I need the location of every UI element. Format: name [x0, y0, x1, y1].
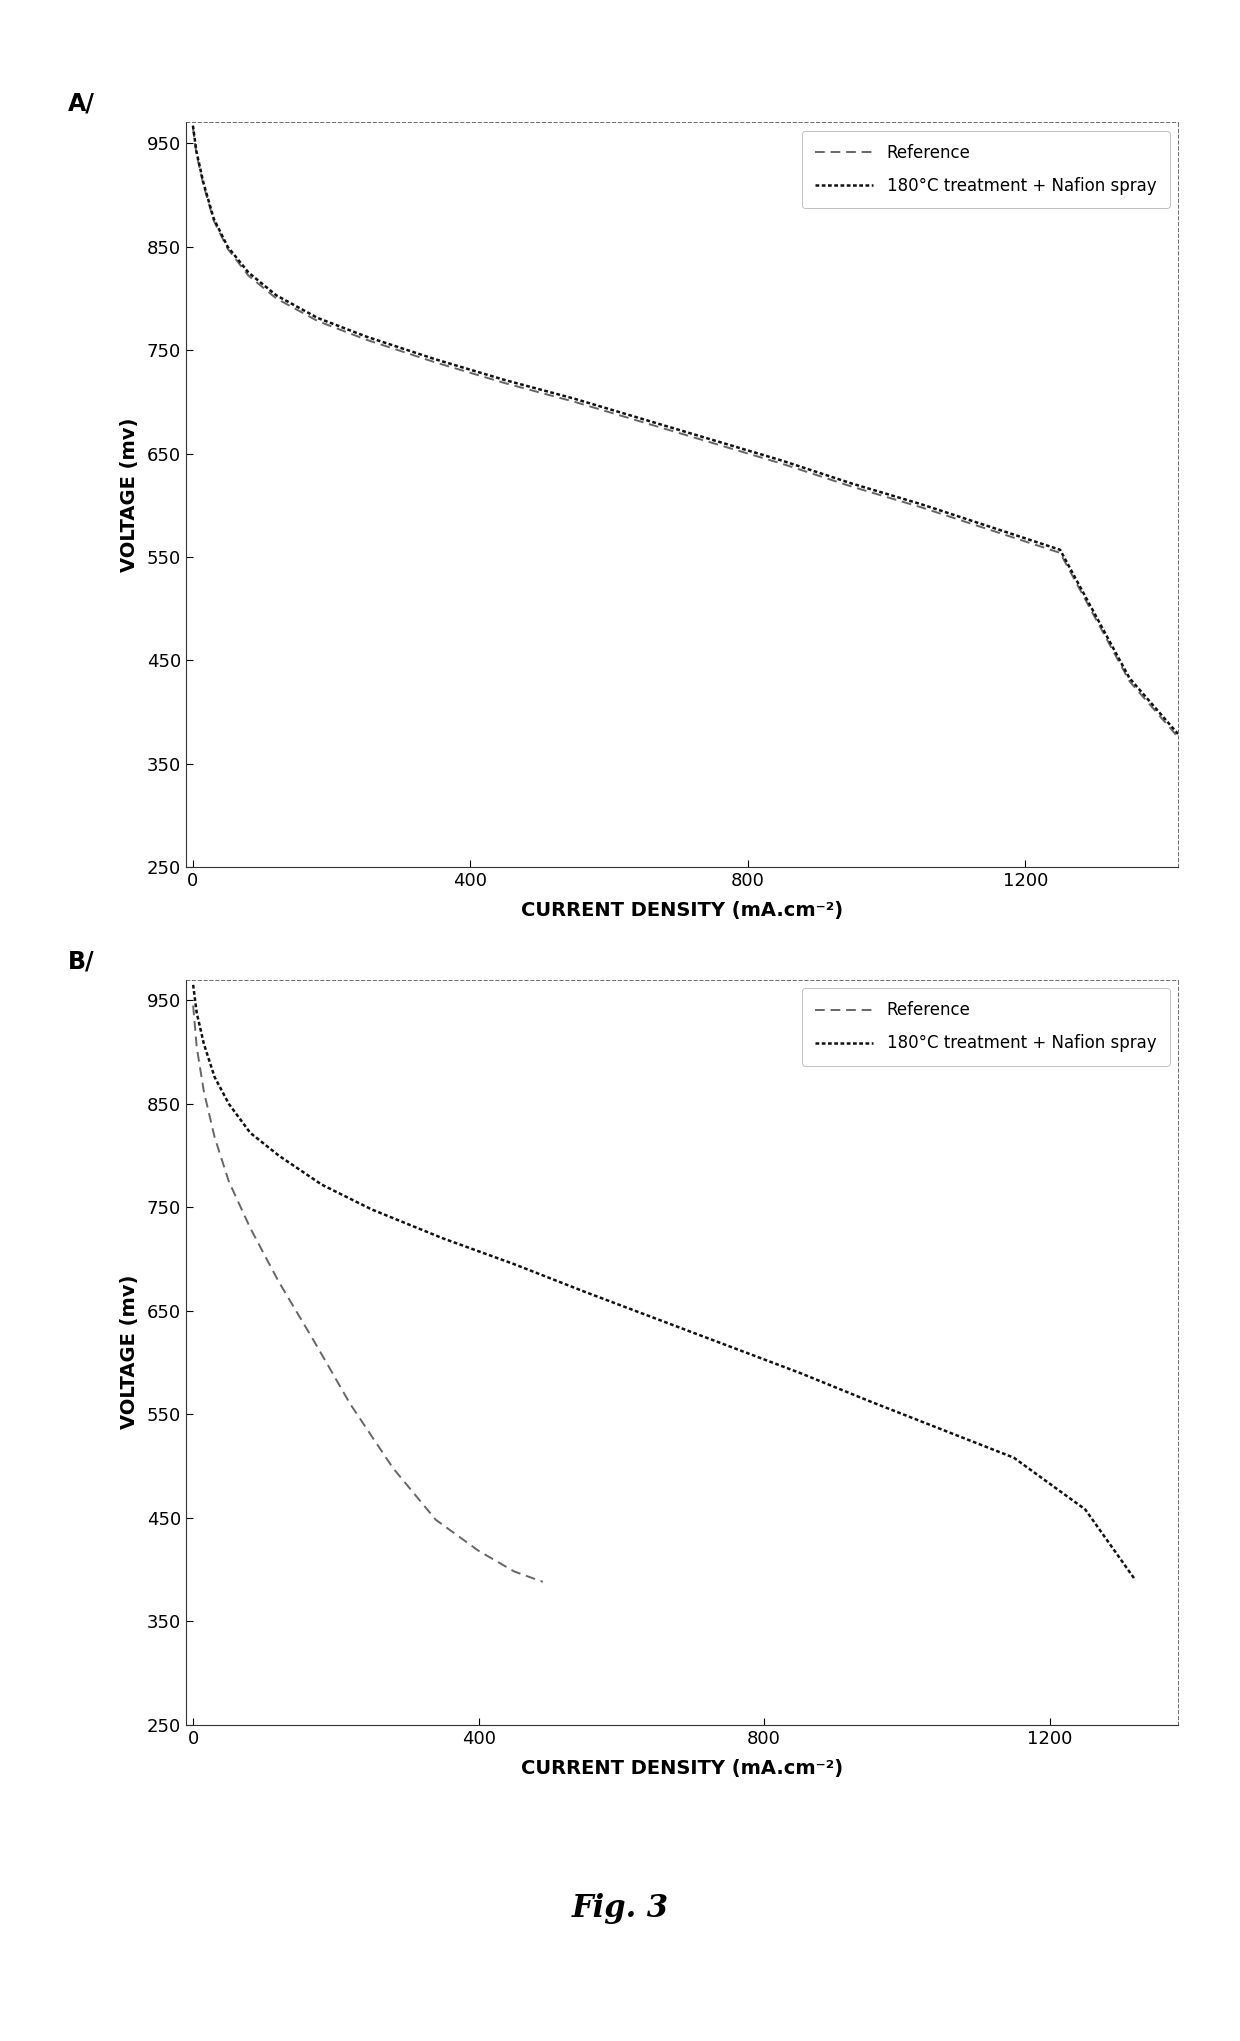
Text: B/: B/ — [68, 949, 94, 974]
Text: Fig. 3: Fig. 3 — [572, 1892, 668, 1925]
X-axis label: CURRENT DENSITY (mA.cm⁻²): CURRENT DENSITY (mA.cm⁻²) — [521, 902, 843, 920]
Text: A/: A/ — [68, 92, 95, 116]
X-axis label: CURRENT DENSITY (mA.cm⁻²): CURRENT DENSITY (mA.cm⁻²) — [521, 1759, 843, 1778]
Legend: Reference, 180°C treatment + Nafion spray: Reference, 180°C treatment + Nafion spra… — [802, 131, 1169, 208]
Legend: Reference, 180°C treatment + Nafion spray: Reference, 180°C treatment + Nafion spra… — [802, 988, 1169, 1065]
Y-axis label: VOLTAGE (mv): VOLTAGE (mv) — [119, 1276, 139, 1429]
Y-axis label: VOLTAGE (mv): VOLTAGE (mv) — [119, 418, 139, 571]
